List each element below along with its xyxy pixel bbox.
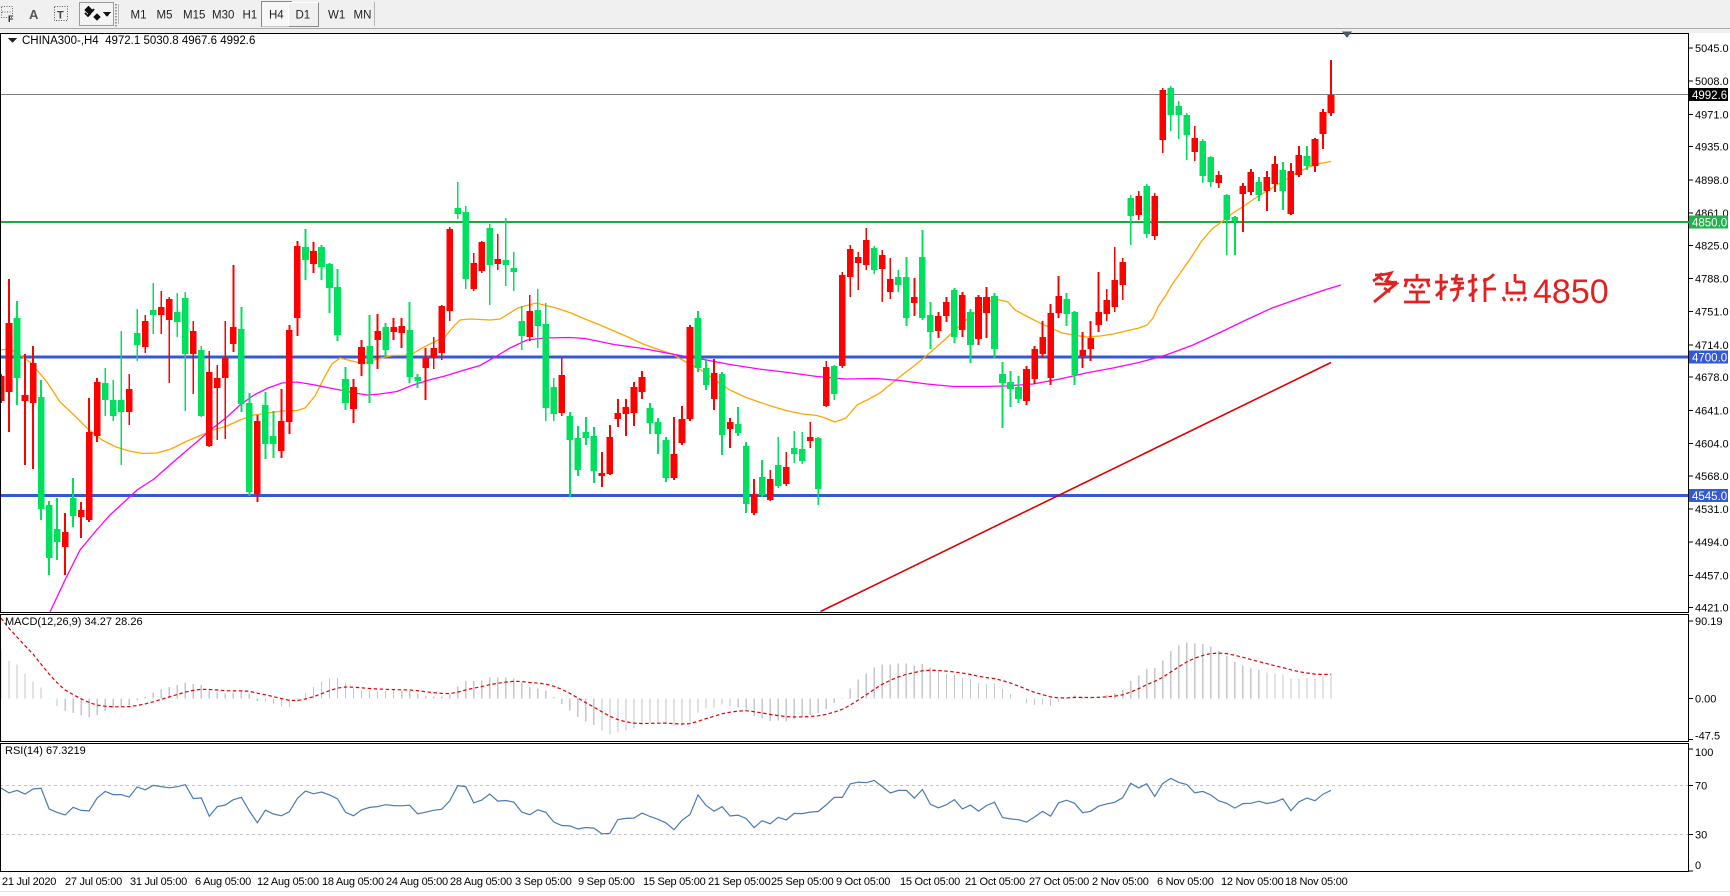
svg-text:9 Sep 05:00: 9 Sep 05:00 bbox=[578, 876, 635, 888]
svg-text:90.19: 90.19 bbox=[1695, 616, 1723, 628]
svg-text:H4: H4 bbox=[269, 10, 284, 22]
svg-text:4421.0: 4421.0 bbox=[1695, 603, 1729, 615]
svg-text:0: 0 bbox=[1695, 860, 1701, 872]
svg-text:4992.6: 4992.6 bbox=[1692, 90, 1727, 102]
svg-text:27 Jul 05:00: 27 Jul 05:00 bbox=[65, 876, 122, 888]
svg-text:2 Nov 05:00: 2 Nov 05:00 bbox=[1092, 876, 1149, 888]
svg-text:4457.0: 4457.0 bbox=[1695, 570, 1729, 582]
svg-text:21 Oct 05:00: 21 Oct 05:00 bbox=[965, 876, 1025, 888]
svg-text:-47.5: -47.5 bbox=[1695, 731, 1720, 743]
svg-text:M30: M30 bbox=[212, 10, 234, 22]
svg-text:4971.0: 4971.0 bbox=[1695, 109, 1729, 121]
svg-text:H1: H1 bbox=[243, 10, 258, 22]
svg-text:M1: M1 bbox=[131, 10, 147, 22]
svg-text:W1: W1 bbox=[328, 10, 345, 22]
svg-text:RSI(14) 67.3219: RSI(14) 67.3219 bbox=[5, 745, 86, 757]
svg-text:4898.0: 4898.0 bbox=[1695, 175, 1729, 187]
svg-text:21 Jul 2020: 21 Jul 2020 bbox=[2, 876, 56, 888]
svg-text:M5: M5 bbox=[157, 10, 173, 22]
svg-text:5008.0: 5008.0 bbox=[1695, 76, 1729, 88]
svg-text:4494.0: 4494.0 bbox=[1695, 537, 1729, 549]
svg-text:100: 100 bbox=[1695, 747, 1713, 759]
svg-text:M15: M15 bbox=[183, 10, 205, 22]
svg-text:15 Sep 05:00: 15 Sep 05:00 bbox=[643, 876, 706, 888]
svg-text:D1: D1 bbox=[296, 10, 311, 22]
svg-text:31 Jul 05:00: 31 Jul 05:00 bbox=[130, 876, 187, 888]
svg-text:4751.0: 4751.0 bbox=[1695, 307, 1729, 319]
svg-text:4604.0: 4604.0 bbox=[1695, 439, 1729, 451]
svg-text:4531.0: 4531.0 bbox=[1695, 504, 1729, 516]
svg-text:4850.0: 4850.0 bbox=[1692, 218, 1727, 230]
svg-text:25 Sep 05:00: 25 Sep 05:00 bbox=[771, 876, 834, 888]
svg-text:3 Sep 05:00: 3 Sep 05:00 bbox=[515, 876, 572, 888]
svg-text:9 Oct 05:00: 9 Oct 05:00 bbox=[836, 876, 890, 888]
svg-text:6 Nov 05:00: 6 Nov 05:00 bbox=[1157, 876, 1214, 888]
svg-text:MN: MN bbox=[354, 10, 372, 22]
svg-text:4678.0: 4678.0 bbox=[1695, 372, 1729, 384]
svg-text:4714.0: 4714.0 bbox=[1695, 340, 1729, 352]
svg-text:18 Nov 05:00: 18 Nov 05:00 bbox=[1285, 876, 1348, 888]
svg-text:4545.0: 4545.0 bbox=[1692, 491, 1727, 503]
svg-text:4788.0: 4788.0 bbox=[1695, 274, 1729, 286]
svg-text:MACD(12,26,9) 34.27 28.26: MACD(12,26,9) 34.27 28.26 bbox=[5, 616, 143, 628]
svg-text:F: F bbox=[8, 14, 14, 24]
svg-text:18 Aug 05:00: 18 Aug 05:00 bbox=[322, 876, 384, 888]
svg-text:CHINA300-,H4 4972.1 5030.8 49: CHINA300-,H4 4972.1 5030.8 4967.6 4992.6 bbox=[22, 35, 255, 47]
svg-text:4935.0: 4935.0 bbox=[1695, 142, 1729, 154]
svg-text:A: A bbox=[29, 7, 39, 22]
svg-text:15 Oct 05:00: 15 Oct 05:00 bbox=[900, 876, 960, 888]
svg-text:4568.0: 4568.0 bbox=[1695, 471, 1729, 483]
svg-text:0.00: 0.00 bbox=[1695, 694, 1716, 706]
svg-text:12 Aug 05:00: 12 Aug 05:00 bbox=[257, 876, 319, 888]
svg-text:70: 70 bbox=[1695, 781, 1707, 793]
svg-text:4850: 4850 bbox=[1533, 273, 1609, 311]
svg-text:24 Aug 05:00: 24 Aug 05:00 bbox=[386, 876, 448, 888]
svg-text:5045.0: 5045.0 bbox=[1695, 43, 1729, 55]
svg-text:28 Aug 05:00: 28 Aug 05:00 bbox=[450, 876, 512, 888]
svg-text:27 Oct 05:00: 27 Oct 05:00 bbox=[1029, 876, 1089, 888]
svg-text:4641.0: 4641.0 bbox=[1695, 405, 1729, 417]
svg-text:21 Sep 05:00: 21 Sep 05:00 bbox=[708, 876, 771, 888]
svg-text:6 Aug 05:00: 6 Aug 05:00 bbox=[195, 876, 251, 888]
svg-text:12 Nov 05:00: 12 Nov 05:00 bbox=[1221, 876, 1284, 888]
svg-text:4700.0: 4700.0 bbox=[1692, 353, 1727, 365]
svg-text:T: T bbox=[57, 10, 64, 22]
svg-text:4825.0: 4825.0 bbox=[1695, 240, 1729, 252]
svg-text:30: 30 bbox=[1695, 830, 1707, 842]
